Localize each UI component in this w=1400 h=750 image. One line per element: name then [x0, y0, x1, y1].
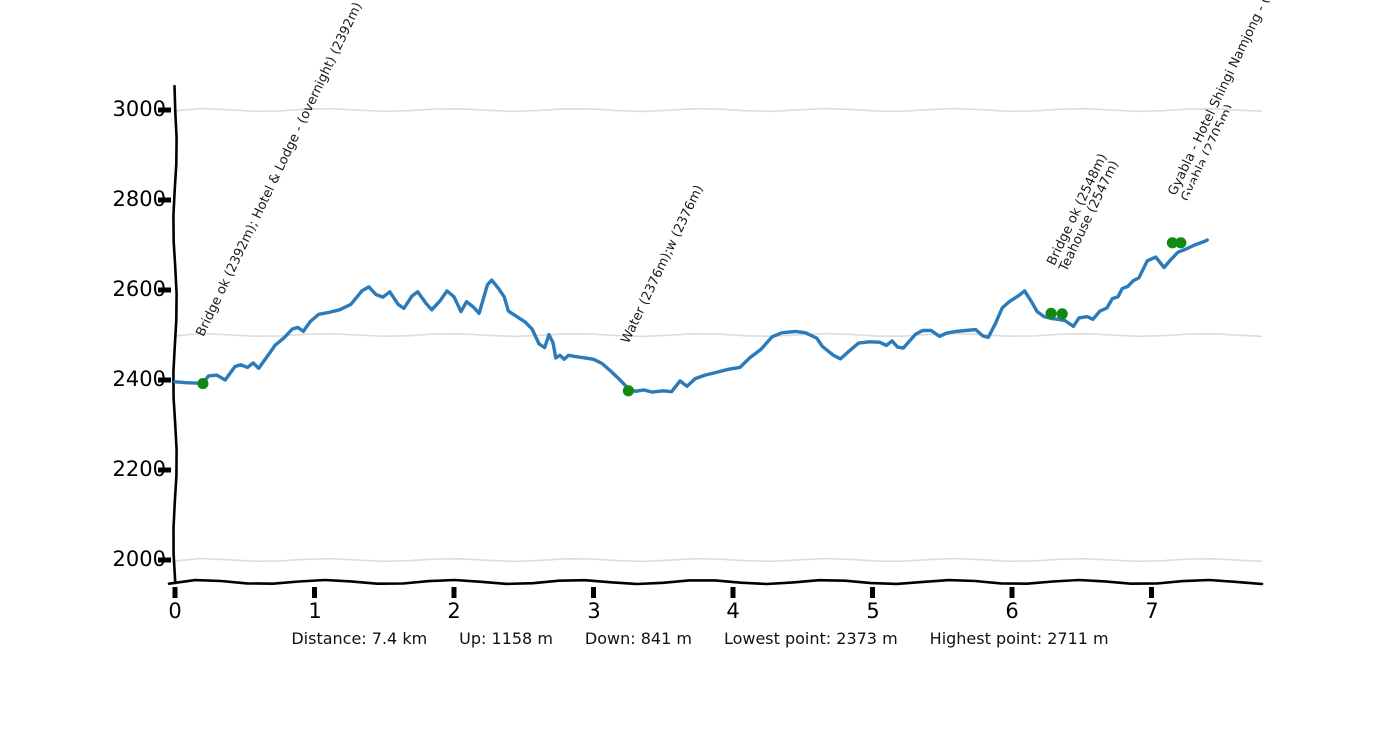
- x-tick-mark: [451, 587, 457, 598]
- y-tick-mark: [158, 197, 171, 203]
- y-tick-label: 2200: [112, 457, 166, 481]
- waypoint-dot: [1166, 237, 1178, 249]
- x-tick-label: 4: [726, 599, 740, 623]
- y-axis: [172, 84, 178, 585]
- waypoint-dot: [1056, 308, 1068, 320]
- x-tick-label: 7: [1145, 599, 1159, 623]
- stat-down: Down: 841 m: [584, 629, 692, 648]
- y-tick-mark: [158, 377, 171, 383]
- y-tick-label: 2600: [112, 277, 166, 301]
- y-tick-mark: [158, 557, 171, 563]
- y-tick-mark: [158, 107, 171, 113]
- y-tick-label: 3000: [112, 97, 166, 121]
- y-tick-label: 2000: [112, 547, 166, 571]
- x-tick-label: 2: [447, 599, 461, 623]
- y-tick-mark: [158, 467, 171, 473]
- x-tick-mark: [870, 587, 875, 598]
- x-tick-label: 1: [308, 599, 322, 623]
- waypoint-dot: [197, 378, 209, 390]
- waypoint-dot: [622, 385, 635, 397]
- y-tick-label: 2800: [112, 187, 166, 211]
- stat-lowest-point: Lowest point: 2373 m: [723, 629, 898, 648]
- x-tick-mark: [312, 587, 317, 598]
- stats-bar: Distance: 7.4 km Up: 1158 m Down: 841 m …: [0, 629, 1400, 648]
- x-tick-label: 6: [1005, 599, 1019, 623]
- gridline-2500: [174, 332, 1263, 338]
- x-tick-label: 3: [587, 599, 601, 623]
- x-tick-mark: [172, 587, 178, 598]
- y-tick-label: 2400: [112, 367, 166, 391]
- x-axis: [167, 578, 1264, 586]
- stat-up: Up: 1158 m: [459, 629, 553, 648]
- stat-distance: Distance: 7.4 km: [291, 629, 428, 648]
- x-tick-mark: [730, 587, 736, 598]
- x-tick-label: 5: [866, 599, 880, 623]
- x-tick-mark: [1009, 587, 1015, 598]
- waypoint-dot: [1175, 237, 1187, 249]
- x-tick-mark: [1149, 587, 1154, 598]
- x-tick-label: 0: [168, 599, 182, 623]
- stat-highest-point: Highest point: 2711 m: [929, 629, 1109, 648]
- x-tick-mark: [591, 587, 596, 598]
- gridline-3000: [174, 107, 1263, 113]
- waypoint-dot: [1045, 307, 1057, 319]
- elevation-line: [173, 238, 1209, 394]
- y-tick-mark: [158, 287, 171, 293]
- gridline-2000: [174, 557, 1263, 563]
